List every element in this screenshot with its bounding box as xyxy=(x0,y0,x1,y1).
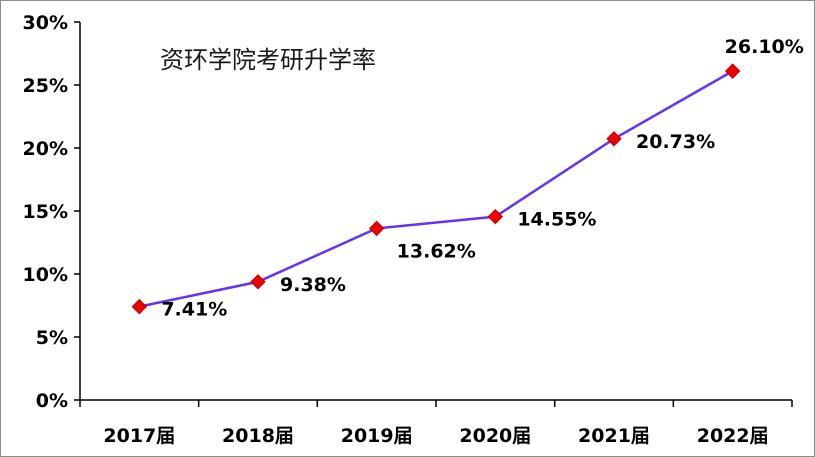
y-tick-label: 15% xyxy=(23,201,68,223)
y-tick-label: 10% xyxy=(23,264,68,286)
x-tick-label: 2017届 xyxy=(103,425,175,447)
data-label: 7.41% xyxy=(161,299,227,321)
data-label: 9.38% xyxy=(280,274,346,296)
data-point-marker xyxy=(250,274,266,290)
series-line xyxy=(139,70,734,308)
data-point-marker xyxy=(368,220,385,237)
y-tick-label: 0% xyxy=(36,390,68,412)
x-tick-label: 2022届 xyxy=(697,425,769,447)
x-tick-label: 2021届 xyxy=(578,425,650,447)
data-label: 20.73% xyxy=(636,131,715,153)
data-point-marker xyxy=(606,131,622,147)
data-point-marker xyxy=(724,63,741,79)
x-tick-label: 2018届 xyxy=(222,425,294,447)
data-point-marker xyxy=(131,298,148,315)
axes: 0% 5% 10% 15% 20% 25% 30% 2017届 2018届 2019届 2020届 2… xyxy=(23,12,793,447)
data-label: 13.62% xyxy=(397,240,476,262)
y-tick-label: 5% xyxy=(36,327,68,349)
y-tick-label: 30% xyxy=(23,12,68,34)
data-label: 26.10% xyxy=(725,36,804,58)
chart-title: 资环学院考研升学率 xyxy=(160,46,376,74)
data-point-marker xyxy=(487,208,504,225)
plot-area: 7.41% 9.38% 13.62% 14.55% 20.73% 26.10% xyxy=(131,36,804,321)
data-label: 14.55% xyxy=(517,209,596,231)
x-tick-label: 2019届 xyxy=(341,425,413,447)
x-tick-label: 2020届 xyxy=(459,425,531,447)
y-tick-label: 20% xyxy=(23,138,68,160)
y-tick-label: 25% xyxy=(23,75,68,97)
